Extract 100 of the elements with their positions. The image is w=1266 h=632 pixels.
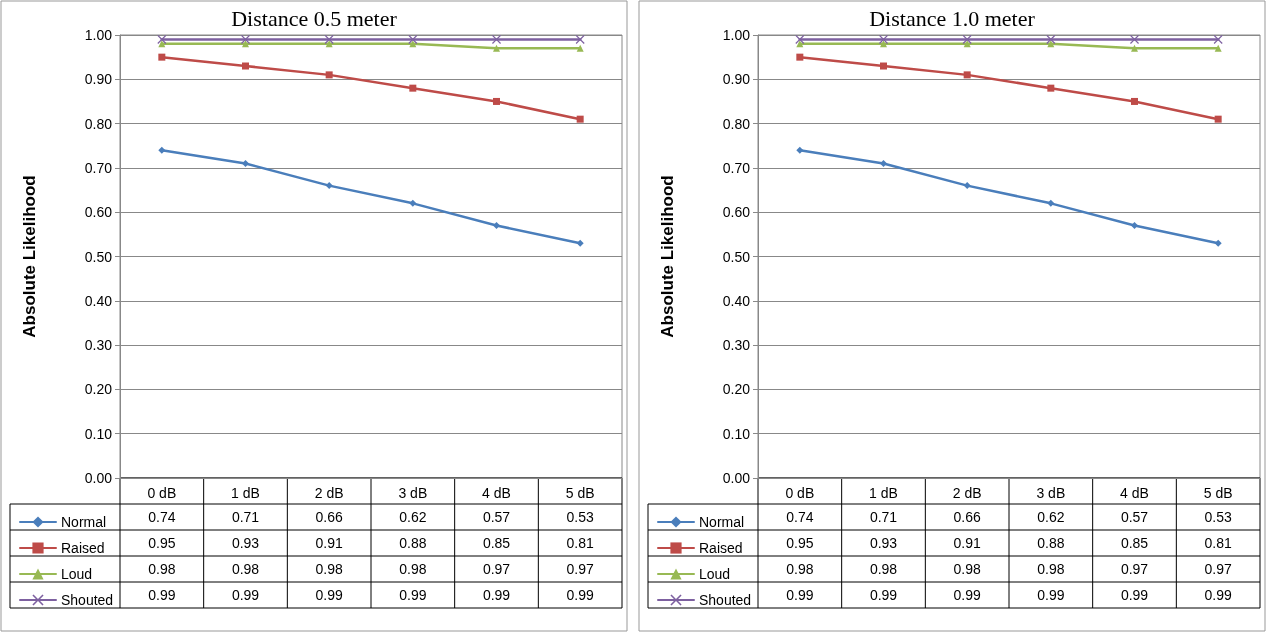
data-label: 0.71: [231, 509, 260, 525]
y-axis-title: Absolute Likelihood: [20, 175, 39, 338]
data-label: 0.99: [148, 587, 176, 603]
x-tick-label: 1 dB: [869, 485, 898, 501]
y-tick-label: 1.00: [84, 27, 113, 43]
point: [796, 53, 804, 61]
data-label: 0.99: [1204, 587, 1232, 603]
y-tick-label: 0.90: [84, 71, 113, 88]
data-label: 0.85: [1120, 535, 1149, 551]
point: [576, 44, 584, 52]
data-label: 0.57: [482, 509, 511, 525]
point: [795, 34, 805, 44]
point: [409, 84, 417, 92]
x-tick-label: 3 dB: [1036, 485, 1066, 501]
point: [963, 71, 971, 79]
y-tick-label: 0.80: [722, 115, 751, 132]
point: [242, 159, 249, 167]
data-label: 0.95: [148, 535, 176, 551]
y-tick-label: 0.70: [722, 159, 751, 176]
data-label: 0.66: [953, 509, 981, 525]
y-axis-title: Absolute Likelihood: [658, 175, 677, 338]
point: [242, 62, 249, 70]
data-label: 0.99: [1120, 587, 1149, 603]
point: [880, 40, 887, 48]
point: [493, 44, 500, 52]
point: [158, 146, 166, 154]
data-label: 0.88: [1037, 535, 1065, 551]
data-label: 0.93: [231, 535, 260, 551]
point: [158, 53, 166, 61]
data-label: 0.99: [482, 587, 511, 603]
y-tick-label: 0.90: [722, 71, 751, 88]
data-label: 0.53: [1204, 509, 1232, 525]
point: [1131, 221, 1138, 229]
data-label: 0.97: [566, 561, 594, 577]
chart-title: Distance 1.0 meter: [869, 5, 1036, 31]
legend-label: Normal: [61, 514, 107, 530]
x-tick-label: 5 dB: [1203, 485, 1233, 501]
x-tick-label: 2 dB: [314, 485, 344, 501]
data-label: 0.98: [953, 561, 981, 577]
data-label: 0.62: [1037, 509, 1065, 525]
data-label: 0.98: [786, 561, 814, 577]
data-label: 0.62: [399, 509, 427, 525]
y-tick-label: 0.20: [722, 381, 751, 398]
data-label: 0.74: [786, 509, 814, 525]
point: [1214, 115, 1222, 123]
x-tick-label: 0 dB: [785, 485, 815, 501]
point: [1214, 239, 1222, 247]
data-label: 0.74: [148, 509, 176, 525]
point: [880, 159, 887, 167]
legend-label: Normal: [699, 514, 745, 530]
point: [796, 146, 804, 154]
data-label: 0.98: [869, 561, 898, 577]
data-label: 0.91: [315, 535, 343, 551]
y-tick-label: 0.30: [84, 337, 113, 354]
y-tick-label: 0.00: [84, 470, 113, 486]
y-tick-label: 0.50: [84, 248, 113, 265]
x-tick-label: 2 dB: [952, 485, 982, 501]
y-tick-label: 1.00: [722, 27, 751, 43]
point: [325, 71, 333, 79]
x-tick-label: 0 dB: [147, 485, 177, 501]
point: [1131, 97, 1138, 105]
x-tick-label: 4 dB: [482, 485, 511, 501]
data-label: 0.99: [869, 587, 898, 603]
y-tick-label: 0.70: [84, 159, 113, 176]
y-tick-label: 0.40: [84, 292, 113, 309]
data-label: 0.81: [1204, 535, 1232, 551]
data-label: 0.66: [315, 509, 343, 525]
data-label: 0.98: [231, 561, 260, 577]
point: [1214, 44, 1222, 52]
data-label: 0.99: [786, 587, 814, 603]
point: [575, 34, 585, 44]
data-label: 0.81: [566, 535, 594, 551]
point: [1047, 84, 1055, 92]
data-label: 0.53: [566, 509, 594, 525]
point: [880, 62, 887, 70]
point: [1213, 34, 1223, 44]
point: [408, 34, 418, 44]
legend-label: Shouted: [61, 592, 114, 608]
data-label: 0.99: [315, 587, 343, 603]
point: [576, 239, 584, 247]
data-label: 0.91: [953, 535, 981, 551]
legend-label: Loud: [61, 566, 93, 582]
y-tick-label: 0.50: [722, 248, 751, 265]
x-tick-label: 5 dB: [565, 485, 595, 501]
data-label: 0.97: [482, 561, 511, 577]
data-label: 0.98: [399, 561, 427, 577]
data-label: 0.93: [869, 535, 898, 551]
data-label: 0.99: [1037, 587, 1065, 603]
x-tick-label: 3 dB: [398, 485, 428, 501]
point: [1047, 199, 1055, 207]
x-tick-label: 1 dB: [231, 485, 260, 501]
data-label: 0.99: [953, 587, 981, 603]
data-label: 0.71: [869, 509, 898, 525]
point: [1046, 34, 1056, 44]
legend-label: Loud: [699, 566, 731, 582]
point: [962, 34, 972, 44]
legend-label: Raised: [699, 540, 743, 556]
legend-label: Shouted: [699, 592, 752, 608]
point: [242, 40, 249, 48]
data-label: 0.99: [231, 587, 260, 603]
